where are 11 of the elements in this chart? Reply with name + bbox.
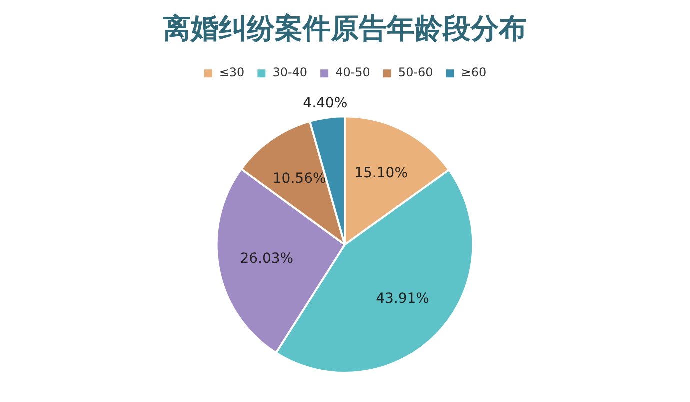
legend-label: 50-60: [398, 66, 434, 80]
data-label: 15.10%: [354, 166, 408, 182]
legend-label: 30-40: [272, 66, 308, 80]
data-label: 10.56%: [272, 171, 326, 188]
data-label: 26.03%: [240, 251, 294, 268]
legend-label: ≥60: [461, 66, 487, 80]
legend-label: ≤30: [219, 66, 245, 80]
data-label: 43.91%: [376, 291, 430, 308]
data-label: 4.40%: [303, 96, 348, 112]
chart-title: 离婚纠纷案件原告年龄段分布: [162, 12, 527, 46]
legend-label: 40-50: [336, 66, 370, 80]
